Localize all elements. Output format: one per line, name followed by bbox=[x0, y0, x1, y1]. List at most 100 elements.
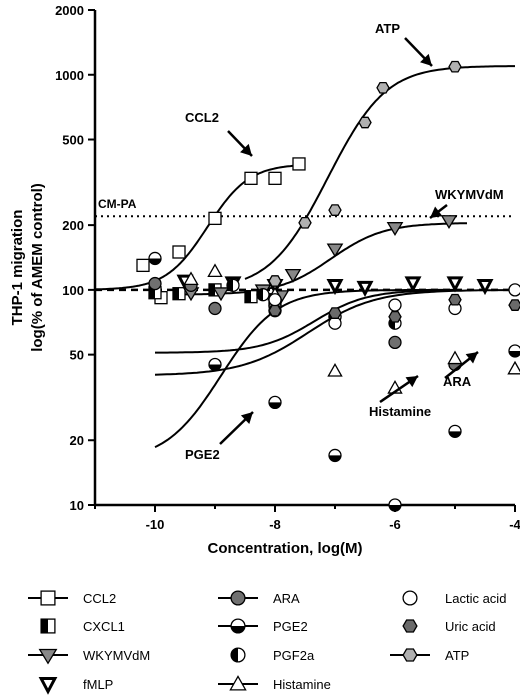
legend-entry-ccl2: CCL2 bbox=[28, 590, 116, 606]
legend-marker-pge2 bbox=[230, 618, 246, 634]
x-tick-label: -4 bbox=[509, 517, 520, 532]
data-point-wkymvdm bbox=[386, 222, 404, 236]
data-point-ara bbox=[148, 276, 162, 291]
data-point-fmlp bbox=[446, 276, 464, 293]
data-point-ccl2 bbox=[292, 157, 306, 171]
annotation-arrowhead-ara bbox=[465, 352, 478, 364]
data-point-ccl2 bbox=[172, 245, 186, 259]
data-point-ccl2 bbox=[136, 258, 150, 273]
series-uric-acid bbox=[268, 293, 520, 323]
data-point-pgf2a bbox=[226, 278, 240, 292]
annotation-label-ccl2: CCL2 bbox=[185, 110, 219, 125]
data-point-atp bbox=[358, 116, 372, 129]
x-axis-label: Concentration, log(M) bbox=[208, 540, 363, 557]
fit-curve-atp bbox=[244, 65, 515, 280]
data-point-lactic-acid bbox=[328, 316, 342, 330]
legend-entry-fmlp: fMLP bbox=[38, 676, 113, 695]
data-point-atp bbox=[448, 60, 462, 73]
legend-label-histamine: Histamine bbox=[273, 677, 331, 692]
y-tick-label: 1000 bbox=[55, 68, 84, 83]
y-tick-label: 100 bbox=[62, 283, 84, 298]
data-point-lactic-acid bbox=[508, 283, 520, 297]
marker-fill bbox=[509, 350, 520, 357]
marker-fill bbox=[257, 288, 263, 301]
data-point-histamine bbox=[507, 360, 520, 375]
marker-fill bbox=[41, 619, 48, 633]
legend-entry-lactic-acid: Lactic acid bbox=[402, 590, 506, 606]
data-points bbox=[136, 60, 520, 512]
data-point-pgf2a bbox=[256, 288, 270, 302]
data-point-uric-acid bbox=[328, 307, 342, 319]
y-tick-label: 50 bbox=[70, 348, 84, 363]
y-axis-label-line1: THP-1 migration bbox=[9, 210, 26, 326]
marker-fill bbox=[227, 279, 233, 292]
data-point-wkymvdm bbox=[212, 287, 230, 302]
legend-marker-lactic-acid bbox=[402, 590, 418, 606]
marker-fill bbox=[245, 290, 251, 303]
fit-curve-ara bbox=[155, 289, 455, 354]
marker-fill bbox=[209, 364, 222, 371]
legend-marker-ara bbox=[230, 590, 246, 606]
marker-fill bbox=[231, 626, 245, 633]
legend-entry-cxcl1: CXCL1 bbox=[40, 618, 125, 634]
annotation-arrowhead-pge2 bbox=[240, 412, 253, 424]
legend-label-pgf2a: PGF2a bbox=[273, 648, 315, 663]
data-point-atp bbox=[298, 216, 312, 229]
data-point-wkymvdm bbox=[440, 215, 458, 230]
legend-entry-pge2: PGE2 bbox=[218, 618, 308, 634]
annotation-arrowhead-wkymvdm bbox=[430, 206, 443, 218]
marker-fill bbox=[389, 505, 401, 511]
legend-label-cxcl1: CXCL1 bbox=[83, 619, 125, 634]
marker-fill bbox=[209, 283, 215, 296]
annotation-label-wkymvdm: WKYMVdM bbox=[435, 187, 504, 202]
data-point-uric-acid bbox=[508, 299, 520, 311]
marker-fill bbox=[269, 402, 281, 409]
marker-fill bbox=[149, 258, 161, 265]
legend-marker-cxcl1 bbox=[40, 618, 56, 634]
data-point-fmlp bbox=[476, 279, 494, 296]
legend-marker-fmlp bbox=[38, 676, 58, 695]
legend-entry-ara: ARA bbox=[218, 590, 300, 606]
data-point-histamine bbox=[327, 363, 343, 377]
marker-fill bbox=[149, 286, 155, 299]
annotation-arrowhead-atp bbox=[420, 53, 432, 66]
data-point-atp bbox=[376, 81, 390, 94]
data-point-histamine bbox=[183, 271, 199, 286]
data-point-wkymvdm bbox=[326, 243, 344, 258]
legend-marker-atp bbox=[402, 648, 418, 662]
data-point-pge2 bbox=[328, 448, 342, 463]
legend-entry-pgf2a: PGF2a bbox=[230, 647, 315, 663]
annotation-label-pge2: PGE2 bbox=[185, 447, 220, 462]
x-tick-label: -10 bbox=[146, 517, 165, 532]
y-tick-label: 10 bbox=[70, 498, 84, 513]
y-axis-label-line2: log(% of AMEM control) bbox=[29, 183, 46, 352]
legend-label-fmlp: fMLP bbox=[83, 677, 113, 692]
data-point-pge2 bbox=[208, 357, 222, 372]
data-point-pge2 bbox=[268, 395, 282, 410]
fit-curve-pge2 bbox=[154, 288, 455, 449]
data-point-lactic-acid bbox=[388, 298, 402, 312]
marker-fill bbox=[173, 287, 179, 300]
annotations: CCL2 WKYMVdM ARA PGE2 Histamine ATP bbox=[185, 21, 504, 462]
cm-pa-label: CM-PA bbox=[98, 197, 137, 211]
legend-entry-histamine: Histamine bbox=[218, 675, 331, 692]
annotation-label-ara: ARA bbox=[443, 374, 472, 389]
legend-marker-uric-acid bbox=[402, 619, 418, 633]
marker-fill bbox=[449, 431, 461, 438]
legend-label-ara: ARA bbox=[273, 591, 300, 606]
legend-label-pge2: PGE2 bbox=[273, 619, 308, 634]
data-point-uric-acid bbox=[268, 304, 282, 317]
legend-entry-uric-acid: Uric acid bbox=[402, 619, 496, 634]
legend-marker-pgf2a bbox=[230, 647, 246, 663]
data-point-histamine bbox=[207, 263, 223, 278]
data-point-atp bbox=[268, 275, 282, 287]
data-point-cxcl1 bbox=[244, 290, 258, 304]
data-point-fmlp bbox=[404, 276, 422, 293]
fit-curves bbox=[94, 65, 515, 449]
legend: CCL2 CXCL1 WKYMVdM fMLP ARA PGE2 PGF2a Histamin… bbox=[28, 590, 506, 695]
legend-marker-wkymvdm bbox=[38, 648, 58, 665]
data-point-fmlp bbox=[326, 279, 344, 296]
data-point-ccl2 bbox=[208, 211, 222, 226]
data-point-lactic-acid bbox=[268, 293, 282, 307]
